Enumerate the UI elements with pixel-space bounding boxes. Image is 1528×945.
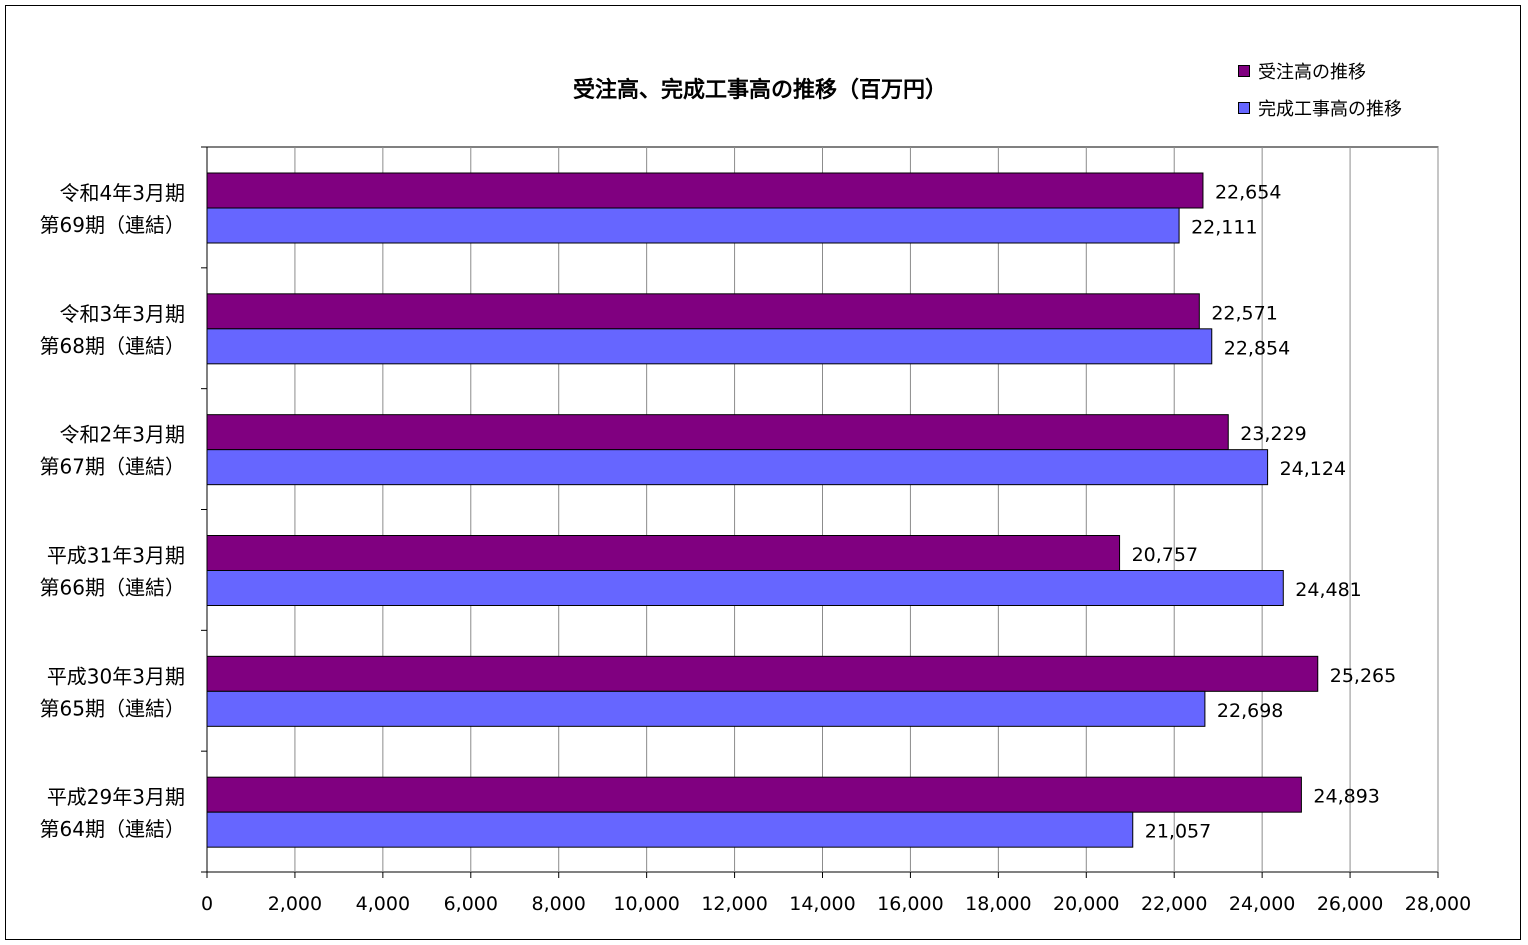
bar [206, 690, 1206, 727]
legend: 受注高の推移 完成工事高の推移 [1238, 52, 1402, 126]
data-label: 23,229 [1240, 423, 1306, 445]
x-tick-label: 16,000 [877, 893, 943, 915]
x-tick-label: 10,000 [613, 893, 679, 915]
legend-item-completed: 完成工事高の推移 [1238, 89, 1402, 126]
x-tick-label: 6,000 [444, 893, 498, 915]
bar [206, 449, 1269, 486]
chart-title: 受注高、完成工事高の推移（百万円） [572, 78, 947, 103]
data-label: 22,111 [1191, 217, 1257, 239]
category-label: 平成31年3月期 [47, 544, 185, 568]
x-tick-label: 24,000 [1229, 893, 1295, 915]
legend-swatch-completed [1238, 101, 1250, 114]
category-label: 第67期（連結） [40, 455, 185, 479]
x-tick-label: 12,000 [701, 893, 767, 915]
bar [206, 328, 1213, 365]
category-label: 令和2年3月期 [60, 423, 185, 447]
legend-item-orders: 受注高の推移 [1238, 52, 1402, 89]
bar [206, 811, 1134, 848]
data-label: 22,854 [1224, 337, 1290, 359]
category-label: 平成29年3月期 [47, 785, 185, 809]
bar [206, 172, 1204, 209]
x-tick-label: 20,000 [1053, 893, 1119, 915]
data-label: 24,124 [1280, 458, 1346, 480]
bar [206, 414, 1229, 451]
category-label: 第68期（連結） [40, 334, 185, 358]
bar [206, 570, 1284, 606]
data-label: 22,654 [1215, 182, 1281, 204]
category-label: 第66期（連結） [40, 576, 185, 600]
category-label: 第69期（連結） [40, 213, 185, 237]
bar [206, 207, 1180, 244]
bar [206, 655, 1319, 692]
category-label: 第65期（連結） [40, 696, 185, 720]
data-label: 21,057 [1145, 821, 1211, 843]
legend-swatch-orders [1238, 64, 1250, 77]
category-label: 令和4年3月期 [60, 181, 185, 205]
x-tick-label: 2,000 [268, 893, 322, 915]
data-label: 25,265 [1330, 665, 1396, 687]
category-label: 平成30年3月期 [47, 664, 185, 688]
x-tick-label: 22,000 [1141, 893, 1207, 915]
x-tick-label: 8,000 [532, 893, 586, 915]
legend-label-completed: 完成工事高の推移 [1258, 98, 1402, 120]
legend-label-orders: 受注高の推移 [1258, 61, 1366, 83]
bar [206, 776, 1302, 813]
bar [206, 535, 1121, 571]
data-label: 22,571 [1211, 302, 1277, 324]
data-label: 22,698 [1217, 700, 1283, 722]
category-label: 令和3年3月期 [60, 302, 185, 326]
x-tick-label: 28,000 [1405, 893, 1471, 915]
x-tick-label: 0 [201, 893, 213, 915]
data-label: 24,893 [1313, 786, 1379, 808]
x-tick-label: 26,000 [1317, 893, 1383, 915]
x-tick-label: 14,000 [789, 893, 855, 915]
x-tick-label: 4,000 [356, 893, 410, 915]
bar [206, 293, 1200, 330]
category-label: 第64期（連結） [40, 817, 185, 841]
x-tick-label: 18,000 [965, 893, 1031, 915]
data-label: 20,757 [1132, 544, 1198, 566]
data-label: 24,481 [1295, 579, 1361, 601]
